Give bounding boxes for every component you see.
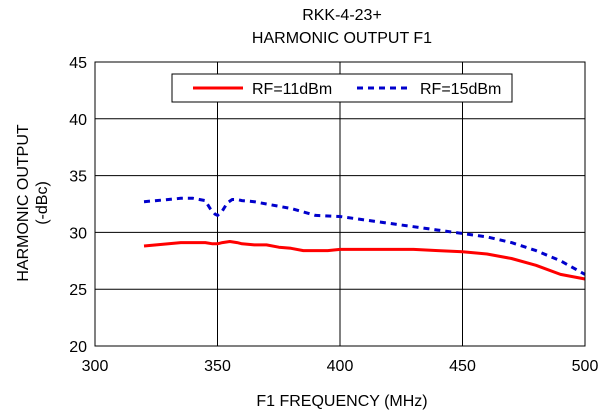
x-tick-label-2: 400 bbox=[327, 358, 354, 375]
legend-label-rf15: RF=15dBm bbox=[420, 81, 501, 98]
chart-title: RKK-4-23+ bbox=[302, 7, 382, 24]
chart-subtitle: HARMONIC OUTPUT F1 bbox=[252, 30, 432, 47]
x-axis-label: F1 FREQUENCY (MHz) bbox=[256, 393, 427, 410]
y-tick-label-3: 35 bbox=[69, 169, 87, 186]
series-line-rf11 bbox=[143, 240, 586, 281]
x-tick-label-4: 500 bbox=[572, 358, 599, 375]
legend-label-rf11: RF=11dBm bbox=[252, 81, 332, 98]
x-tick-label-0: 300 bbox=[82, 358, 109, 375]
x-tick-label-1: 350 bbox=[204, 358, 231, 375]
x-tick-label-3: 450 bbox=[449, 358, 476, 375]
y-tick-label-0: 20 bbox=[69, 339, 87, 356]
series-lines bbox=[143, 196, 586, 281]
y-tick-label-5: 45 bbox=[69, 55, 87, 72]
y-axis-label-line2: (-dBc) bbox=[34, 181, 51, 225]
y-tick-label-4: 40 bbox=[69, 112, 87, 129]
tick-labels: 300 350 400 450 500 20 25 30 35 40 45 bbox=[69, 55, 598, 375]
plot-area-frame bbox=[94, 61, 586, 347]
y-tick-label-1: 25 bbox=[69, 282, 87, 299]
y-axis-label-line1: HARMONIC OUTPUT bbox=[15, 124, 32, 282]
y-tick-label-2: 30 bbox=[69, 225, 87, 242]
legend: RF=11dBm RF=15dBm bbox=[171, 73, 513, 103]
grid-lines bbox=[94, 61, 586, 347]
series-line-rf15 bbox=[143, 196, 586, 276]
